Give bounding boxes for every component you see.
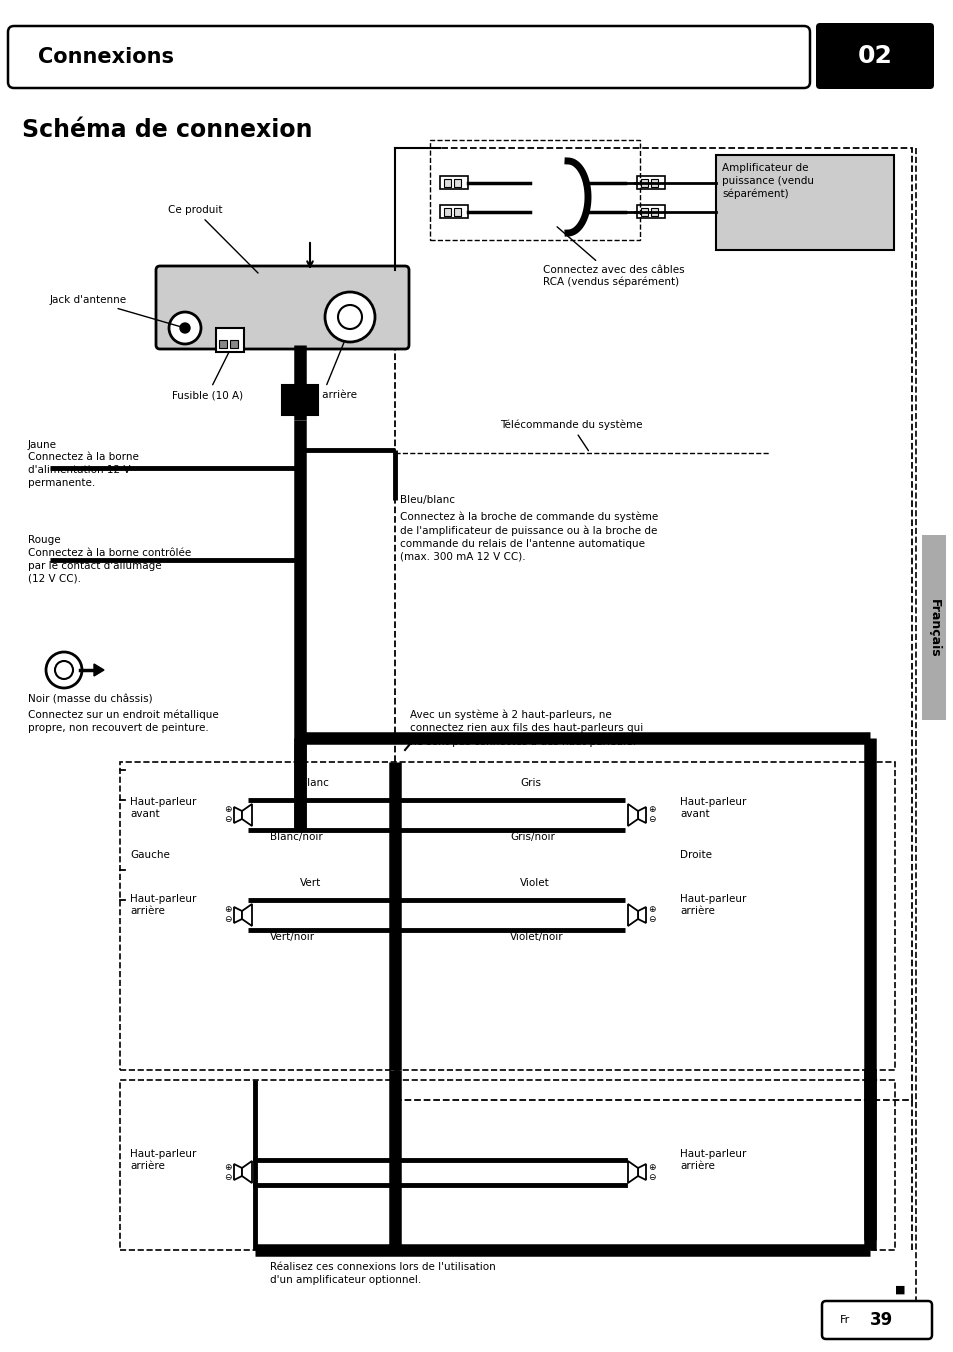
Polygon shape bbox=[627, 1161, 638, 1183]
Text: Noir (masse du châssis): Noir (masse du châssis) bbox=[28, 695, 152, 704]
Text: Haut-parleur
arrière: Haut-parleur arrière bbox=[679, 894, 745, 917]
Circle shape bbox=[46, 652, 82, 688]
Text: Français: Français bbox=[926, 599, 940, 657]
Polygon shape bbox=[233, 1164, 242, 1180]
Text: ■: ■ bbox=[894, 1284, 904, 1295]
Polygon shape bbox=[233, 807, 242, 823]
Bar bbox=[716, 155, 893, 250]
Text: Sortie arrière: Sortie arrière bbox=[288, 342, 356, 400]
Text: Rouge: Rouge bbox=[28, 535, 61, 545]
Bar bbox=[443, 178, 451, 187]
Text: Connectez à la borne
d'alimentation 12 V
permanente.: Connectez à la borne d'alimentation 12 V… bbox=[28, 452, 139, 488]
Text: Réalisez ces connexions lors de l'utilisation
d'un amplificateur optionnel.: Réalisez ces connexions lors de l'utilis… bbox=[270, 1261, 496, 1284]
Text: Gris/noir: Gris/noir bbox=[510, 831, 555, 842]
Bar bbox=[120, 763, 894, 1069]
Bar bbox=[650, 208, 658, 216]
Text: 39: 39 bbox=[869, 1311, 892, 1329]
Polygon shape bbox=[242, 1161, 252, 1183]
Text: Droite: Droite bbox=[679, 850, 711, 860]
Bar bbox=[219, 339, 227, 347]
Bar bbox=[120, 1080, 894, 1251]
FancyBboxPatch shape bbox=[156, 266, 409, 349]
Text: ⊕: ⊕ bbox=[648, 906, 655, 914]
Text: Vert/noir: Vert/noir bbox=[270, 932, 314, 942]
Text: Gris: Gris bbox=[519, 777, 540, 788]
Bar bbox=[282, 385, 317, 415]
Bar bbox=[395, 147, 911, 1101]
Text: Ce produit: Ce produit bbox=[168, 206, 257, 273]
Polygon shape bbox=[638, 807, 645, 823]
Polygon shape bbox=[242, 904, 252, 926]
Text: Connectez avec des câbles
RCA (vendus séparément): Connectez avec des câbles RCA (vendus sé… bbox=[542, 227, 684, 287]
Text: Jaune: Jaune bbox=[28, 439, 57, 450]
Text: Fusible (10 A): Fusible (10 A) bbox=[172, 353, 243, 400]
FancyBboxPatch shape bbox=[8, 26, 809, 88]
Text: Vert: Vert bbox=[299, 877, 321, 888]
Text: Haut-parleur
avant: Haut-parleur avant bbox=[130, 796, 196, 819]
Text: 02: 02 bbox=[857, 45, 891, 68]
Polygon shape bbox=[638, 907, 645, 923]
Text: Connectez sur un endroit métallique
propre, non recouvert de peinture.: Connectez sur un endroit métallique prop… bbox=[28, 710, 218, 733]
Text: Haut-parleur
arrière: Haut-parleur arrière bbox=[130, 1149, 196, 1171]
Text: ⊖: ⊖ bbox=[224, 915, 232, 925]
Text: ⊖: ⊖ bbox=[224, 815, 232, 825]
Text: ⊕: ⊕ bbox=[648, 806, 655, 814]
Bar bbox=[637, 206, 664, 218]
Bar bbox=[430, 141, 639, 241]
Text: Avec un système à 2 haut-parleurs, ne
connectez rien aux fils des haut-parleurs : Avec un système à 2 haut-parleurs, ne co… bbox=[410, 710, 642, 746]
Polygon shape bbox=[627, 804, 638, 826]
Text: Violet: Violet bbox=[519, 877, 549, 888]
Text: Haut-parleur
arrière: Haut-parleur arrière bbox=[679, 1149, 745, 1171]
Polygon shape bbox=[233, 907, 242, 923]
Text: Télécommande du système: Télécommande du système bbox=[499, 419, 641, 450]
Bar bbox=[640, 178, 647, 187]
Text: Connexions: Connexions bbox=[38, 47, 173, 68]
FancyBboxPatch shape bbox=[815, 23, 933, 89]
Text: Blanc: Blanc bbox=[299, 777, 329, 788]
Text: ⊖: ⊖ bbox=[224, 1172, 232, 1182]
Bar bbox=[637, 176, 664, 189]
Polygon shape bbox=[94, 664, 104, 676]
Text: ⊕: ⊕ bbox=[224, 806, 232, 814]
Text: Schéma de connexion: Schéma de connexion bbox=[22, 118, 313, 142]
Text: Gauche: Gauche bbox=[130, 850, 170, 860]
Text: ⊖: ⊖ bbox=[648, 815, 655, 825]
Text: ⊖: ⊖ bbox=[648, 915, 655, 925]
Bar bbox=[921, 535, 945, 721]
Circle shape bbox=[55, 661, 73, 679]
Polygon shape bbox=[242, 804, 252, 826]
Circle shape bbox=[325, 292, 375, 342]
FancyBboxPatch shape bbox=[821, 1301, 931, 1338]
Text: Blanc/noir: Blanc/noir bbox=[270, 831, 322, 842]
Text: Jack d'antenne: Jack d'antenne bbox=[50, 295, 182, 327]
Text: Amplificateur de
puissance (vendu
séparément): Amplificateur de puissance (vendu séparé… bbox=[721, 164, 813, 199]
Text: Connectez à la broche de commande du système
de l'amplificateur de puissance ou : Connectez à la broche de commande du sys… bbox=[399, 512, 658, 561]
Text: Section: Section bbox=[828, 24, 864, 35]
Bar bbox=[439, 176, 468, 189]
Bar bbox=[650, 178, 658, 187]
Bar bbox=[443, 208, 451, 216]
Text: Connectez à la borne contrôlée
par le contact d'allumage
(12 V CC).: Connectez à la borne contrôlée par le co… bbox=[28, 548, 191, 584]
Text: Bleu/blanc: Bleu/blanc bbox=[399, 495, 455, 506]
Bar bbox=[454, 208, 460, 216]
Text: ⊕: ⊕ bbox=[224, 1163, 232, 1171]
Bar bbox=[230, 339, 237, 347]
Text: ⊕: ⊕ bbox=[648, 1163, 655, 1171]
Bar bbox=[215, 329, 244, 352]
Bar bbox=[454, 178, 460, 187]
Text: Fr: Fr bbox=[840, 1315, 849, 1325]
Text: Violet/noir: Violet/noir bbox=[510, 932, 563, 942]
Circle shape bbox=[180, 323, 190, 333]
Text: ⊕: ⊕ bbox=[224, 906, 232, 914]
Text: Haut-parleur
arrière: Haut-parleur arrière bbox=[130, 894, 196, 917]
Polygon shape bbox=[627, 904, 638, 926]
Polygon shape bbox=[638, 1164, 645, 1180]
Text: Haut-parleur
avant: Haut-parleur avant bbox=[679, 796, 745, 819]
Text: ⊖: ⊖ bbox=[648, 1172, 655, 1182]
Bar bbox=[640, 208, 647, 216]
Bar bbox=[439, 206, 468, 218]
Circle shape bbox=[169, 312, 201, 343]
Circle shape bbox=[337, 306, 361, 329]
